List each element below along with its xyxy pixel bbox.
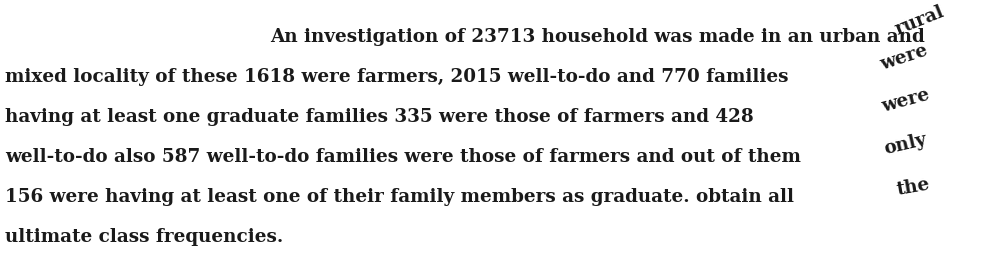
Text: only: only — [882, 130, 929, 157]
Text: mixed locality of these 1618 were farmers, 2015 well-to-do and 770 families: mixed locality of these 1618 were farmer… — [5, 68, 788, 86]
Text: were: were — [878, 42, 931, 74]
Text: 156 were having at least one of their family members as graduate. obtain all: 156 were having at least one of their fa… — [5, 188, 794, 206]
Text: ultimate class frequencies.: ultimate class frequencies. — [5, 228, 284, 246]
Text: rural: rural — [892, 3, 947, 39]
Text: well-to-do also 587 well-to-do families were those of farmers and out of them: well-to-do also 587 well-to-do families … — [5, 148, 801, 166]
Text: the: the — [895, 175, 932, 199]
Text: An investigation of 23713 household was made in an urban and: An investigation of 23713 household was … — [270, 28, 925, 46]
Text: were: were — [880, 85, 932, 116]
Text: having at least one graduate families 335 were those of farmers and 428: having at least one graduate families 33… — [5, 108, 754, 126]
